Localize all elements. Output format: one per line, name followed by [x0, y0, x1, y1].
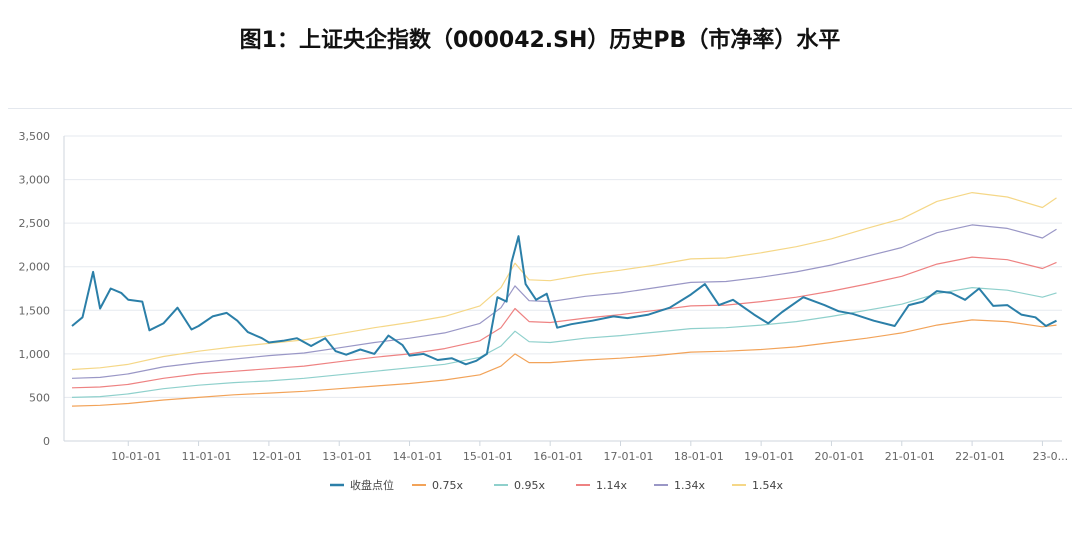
y-axis: 3,500 3,000 2,500 2,000 1,500 1,000 500 0	[19, 130, 65, 448]
x-tick-label: 23-0...	[1033, 450, 1068, 463]
legend: 收盘点位 0.75x 0.95x 1.14x 1.34x 1.54x	[330, 478, 783, 492]
x-tick-label: 11-01-01	[182, 450, 232, 463]
x-tick-label: 17-01-01	[604, 450, 654, 463]
series-line-1	[71, 319, 1057, 407]
x-tick-label: 16-01-01	[533, 450, 583, 463]
y-tick-label: 1,500	[19, 304, 51, 317]
y-tick-label: 0	[43, 435, 50, 448]
legend-label: 1.54x	[752, 479, 783, 492]
x-tick-label: 18-01-01	[674, 450, 724, 463]
series-lines	[71, 192, 1057, 407]
legend-label: 0.95x	[514, 479, 545, 492]
legend-label: 1.14x	[596, 479, 627, 492]
x-tick-label: 12-01-01	[252, 450, 302, 463]
chart-top-divider	[8, 108, 1072, 109]
series-line-0	[71, 235, 1057, 366]
x-tick-label: 14-01-01	[393, 450, 443, 463]
x-tick-label: 22-01-01	[955, 450, 1005, 463]
x-tick-label: 19-01-01	[744, 450, 794, 463]
chart-title: 图1：上证央企指数（000042.SH）历史PB（市净率）水平	[239, 28, 841, 53]
legend-label: 1.34x	[674, 479, 705, 492]
x-tick-label: 20-01-01	[814, 450, 864, 463]
y-tick-label: 3,000	[19, 174, 51, 187]
legend-label: 收盘点位	[350, 478, 394, 492]
x-axis: 10-01-01 11-01-01 12-01-01 13-01-01 14-01-01…	[111, 441, 1068, 463]
grid-lines	[64, 135, 1062, 442]
y-tick-label: 500	[29, 391, 50, 404]
legend-label: 0.75x	[432, 479, 463, 492]
y-tick-label: 2,000	[19, 261, 51, 274]
y-tick-label: 2,500	[19, 217, 51, 230]
x-tick-label: 21-01-01	[885, 450, 935, 463]
series-line-3	[71, 256, 1057, 389]
series-line-5	[71, 192, 1057, 371]
x-tick-label: 10-01-01	[111, 450, 161, 463]
y-tick-label: 3,500	[19, 130, 51, 143]
series-line-2	[71, 287, 1057, 398]
series-line-4	[71, 224, 1057, 379]
x-tick-label: 15-01-01	[463, 450, 513, 463]
y-tick-label: 1,000	[19, 348, 51, 361]
x-tick-label: 13-01-01	[322, 450, 372, 463]
